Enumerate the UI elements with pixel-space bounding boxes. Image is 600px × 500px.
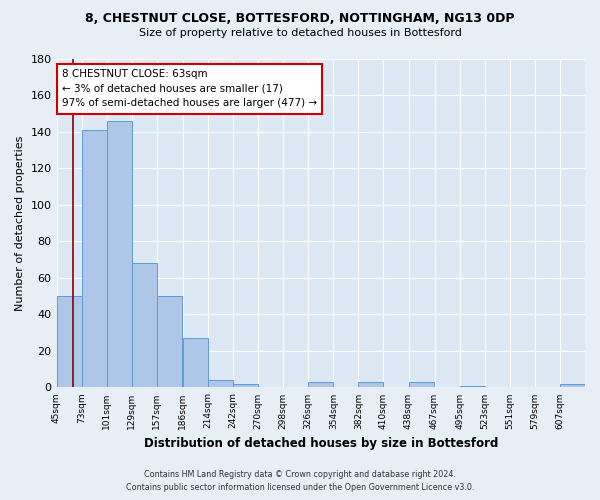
Bar [409, 382, 434, 388]
Bar [56, 296, 82, 388]
Bar [358, 382, 383, 388]
Bar [183, 338, 208, 388]
Y-axis label: Number of detached properties: Number of detached properties [15, 136, 25, 311]
Bar [157, 296, 182, 388]
Bar [82, 130, 107, 388]
Text: 8 CHESTNUT CLOSE: 63sqm
← 3% of detached houses are smaller (17)
97% of semi-det: 8 CHESTNUT CLOSE: 63sqm ← 3% of detached… [62, 69, 317, 108]
Bar [308, 382, 334, 388]
Bar [233, 384, 258, 388]
Bar [460, 386, 485, 388]
Bar [560, 384, 585, 388]
Text: Size of property relative to detached houses in Bottesford: Size of property relative to detached ho… [139, 28, 461, 38]
Text: Contains HM Land Registry data © Crown copyright and database right 2024.
Contai: Contains HM Land Registry data © Crown c… [126, 470, 474, 492]
Text: 8, CHESTNUT CLOSE, BOTTESFORD, NOTTINGHAM, NG13 0DP: 8, CHESTNUT CLOSE, BOTTESFORD, NOTTINGHA… [85, 12, 515, 26]
Bar [132, 264, 157, 388]
X-axis label: Distribution of detached houses by size in Bottesford: Distribution of detached houses by size … [143, 437, 498, 450]
Bar [208, 380, 233, 388]
Bar [107, 121, 132, 388]
